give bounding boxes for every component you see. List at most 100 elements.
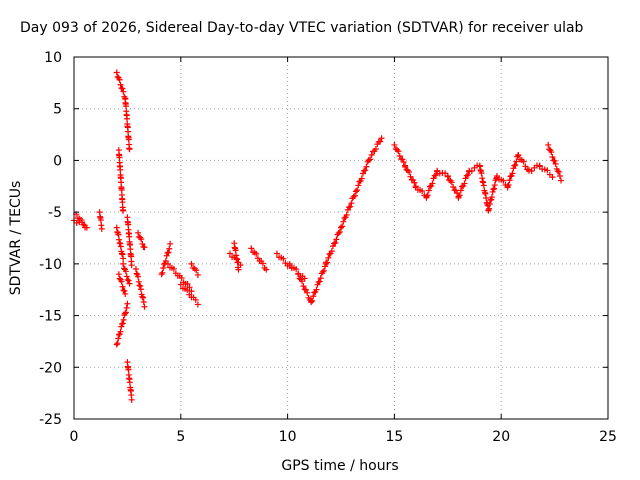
data-point <box>138 236 145 243</box>
data-point <box>425 187 432 194</box>
data-point <box>462 175 469 182</box>
data-point <box>511 162 518 169</box>
data-point <box>317 275 324 282</box>
data-point <box>509 170 516 177</box>
series-segment <box>545 141 565 184</box>
data-point <box>548 149 555 156</box>
data-point <box>117 81 124 88</box>
data-point <box>377 138 384 145</box>
series-segment <box>158 240 174 278</box>
data-point <box>536 162 543 169</box>
data-point <box>362 167 369 174</box>
data-point <box>300 283 307 290</box>
data-point <box>427 183 433 190</box>
data-point <box>295 271 302 278</box>
data-point <box>549 174 556 181</box>
data-point <box>302 286 309 293</box>
data-point <box>323 260 330 267</box>
x-tick-label: 15 <box>385 429 403 445</box>
data-point <box>343 211 350 218</box>
series-segment <box>493 172 511 191</box>
y-tick-label: -10 <box>39 257 62 273</box>
data-point <box>423 193 430 200</box>
data-point <box>554 168 561 175</box>
series-segment <box>338 188 359 231</box>
data-point <box>121 287 128 294</box>
plot-frame <box>73 56 609 420</box>
data-point <box>556 172 563 179</box>
x-tick-label: 10 <box>279 429 297 445</box>
data-point <box>478 170 485 177</box>
data-points <box>71 69 565 403</box>
data-point <box>118 85 125 92</box>
data-point <box>313 286 320 293</box>
series-segment <box>115 147 127 214</box>
data-point <box>551 157 558 164</box>
data-point <box>116 275 123 282</box>
data-point <box>407 173 414 180</box>
data-point <box>368 151 375 158</box>
data-point <box>500 177 507 184</box>
data-point <box>126 379 133 386</box>
data-point <box>419 188 426 195</box>
data-point <box>328 248 335 255</box>
data-point <box>308 299 315 306</box>
data-point <box>122 309 129 316</box>
series-segment <box>485 174 500 214</box>
data-point <box>319 268 326 275</box>
x-tick-label: 0 <box>70 429 79 445</box>
data-point <box>115 335 122 342</box>
data-point <box>486 205 493 212</box>
data-point <box>406 168 413 175</box>
data-point <box>170 265 177 272</box>
data-point <box>395 148 402 155</box>
series-segment <box>504 152 522 190</box>
data-point <box>116 331 123 338</box>
data-point <box>448 179 455 186</box>
data-point <box>125 277 132 284</box>
data-point <box>528 167 535 174</box>
data-point <box>355 182 362 189</box>
data-point <box>184 280 191 287</box>
data-point <box>461 180 468 187</box>
data-point <box>444 172 451 179</box>
data-point <box>489 188 496 195</box>
data-point <box>309 297 316 304</box>
series-segment <box>122 95 133 153</box>
series-segment <box>124 359 135 403</box>
data-point <box>119 320 126 327</box>
data-point <box>402 162 409 169</box>
data-point <box>522 163 529 170</box>
data-point <box>452 187 459 194</box>
data-point <box>367 156 374 163</box>
data-point <box>163 252 170 259</box>
data-point <box>549 154 556 161</box>
data-point <box>118 323 125 330</box>
data-point <box>126 280 133 287</box>
data-point <box>486 201 493 208</box>
data-point <box>429 180 436 187</box>
data-point <box>164 250 171 257</box>
series-segment <box>113 224 127 262</box>
data-point <box>158 271 165 278</box>
data-point <box>140 298 147 305</box>
data-point <box>507 173 514 180</box>
data-point <box>515 152 522 159</box>
data-point <box>167 240 174 247</box>
data-point <box>139 240 146 247</box>
y-tick-label: 0 <box>53 153 62 169</box>
data-point <box>194 271 201 278</box>
y-axis-label: SDTVAR / TECUs <box>8 181 24 296</box>
data-point <box>259 260 266 267</box>
data-point <box>194 301 201 308</box>
x-axis-label: GPS time / hours <box>281 458 398 474</box>
series-segment <box>96 209 105 232</box>
series-segment <box>120 260 133 287</box>
x-tick-label: 25 <box>599 429 617 445</box>
data-point <box>116 76 123 83</box>
y-tick-label: -5 <box>48 205 62 221</box>
data-point <box>120 316 127 323</box>
data-point <box>347 203 354 210</box>
data-point <box>410 177 417 184</box>
data-point <box>325 254 332 261</box>
